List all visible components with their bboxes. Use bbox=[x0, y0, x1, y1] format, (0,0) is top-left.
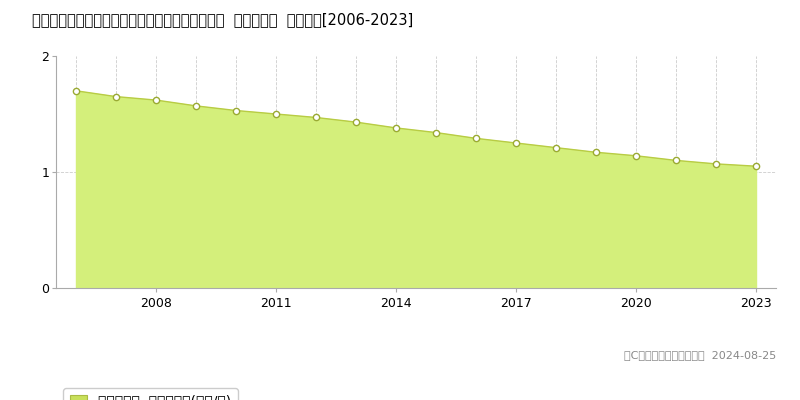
Legend: 基準地価格  平均坪単価(万円/坪): 基準地価格 平均坪単価(万円/坪) bbox=[63, 388, 238, 400]
Text: （C）土地価格ドットコム  2024-08-25: （C）土地価格ドットコム 2024-08-25 bbox=[624, 350, 776, 360]
Text: 岩手県和賀郡西和賀町沢内字太田３地割４８番１  基準地価格  地価推移[2006-2023]: 岩手県和賀郡西和賀町沢内字太田３地割４８番１ 基準地価格 地価推移[2006-2… bbox=[32, 12, 414, 27]
